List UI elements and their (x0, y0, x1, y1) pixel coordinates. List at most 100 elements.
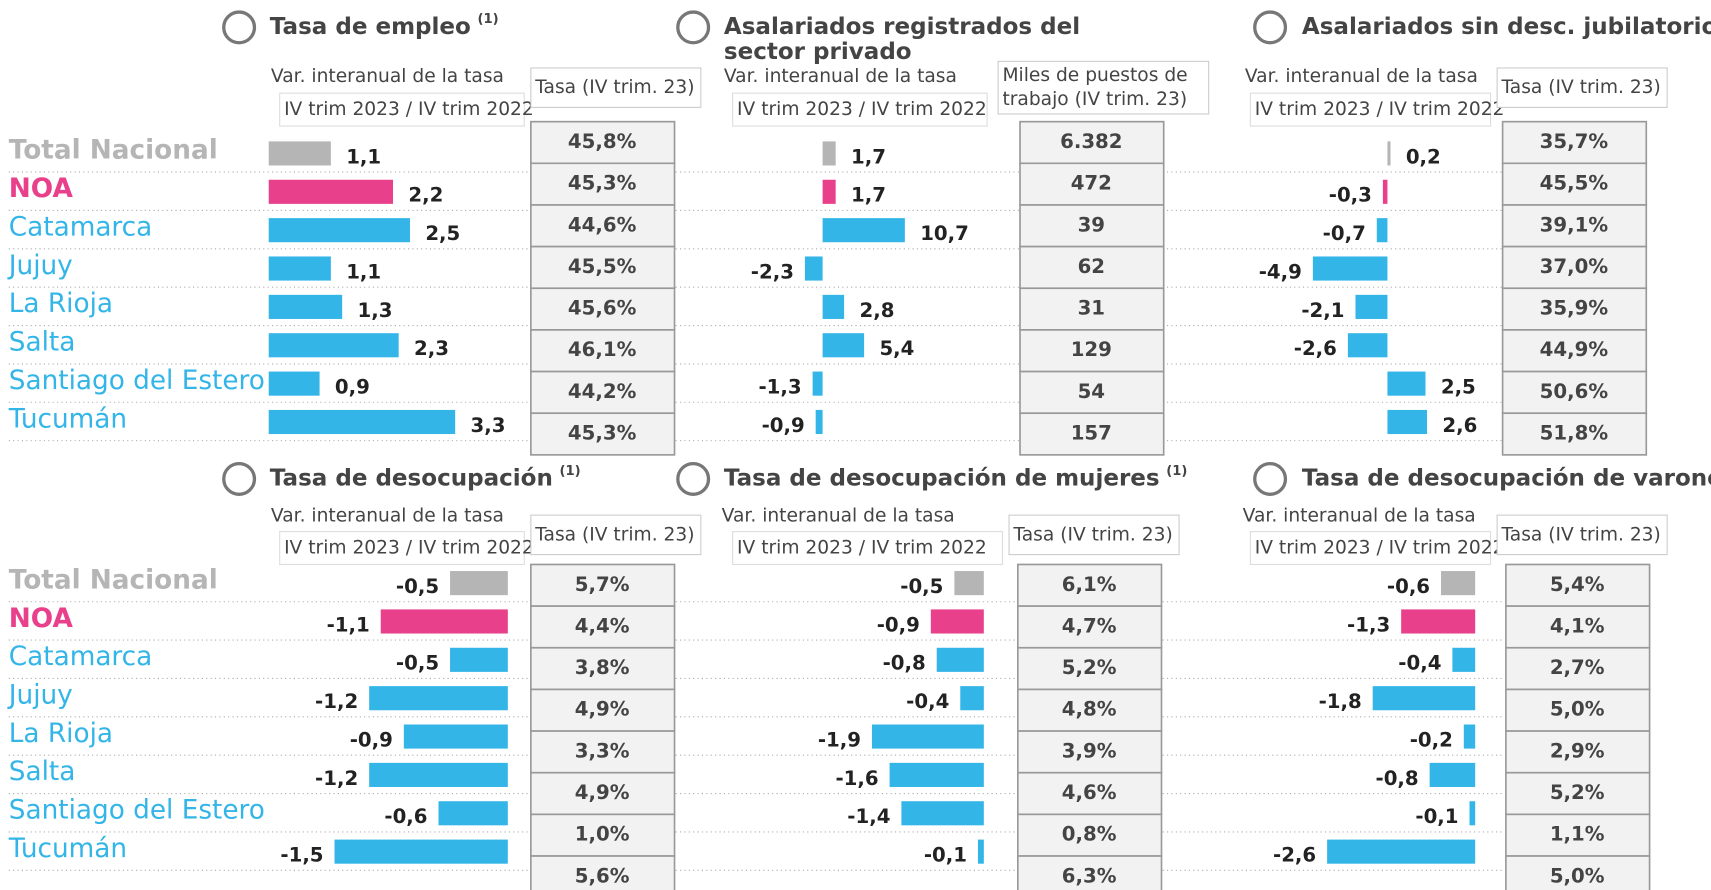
panel-icon (222, 461, 257, 496)
value-label: -0,2 (1410, 728, 1453, 751)
table-header: Tasa (IV trim. 23) (1501, 524, 1661, 545)
title-note: (1) (1166, 464, 1187, 479)
table-header-box (1496, 514, 1668, 556)
table-value: 6,3% (1062, 864, 1117, 887)
table-cell (1505, 855, 1651, 890)
category-label: Catamarca (9, 212, 153, 242)
table-value: 45,8% (568, 130, 637, 153)
table-value: 4,9% (575, 781, 630, 804)
bar (450, 647, 508, 672)
table-cell (1505, 605, 1651, 649)
table-value: 35,9% (1540, 297, 1609, 320)
table-cell (530, 688, 676, 732)
table-value: 5,6% (575, 864, 630, 887)
category-label: Total Nacional (9, 565, 218, 595)
bar (822, 333, 865, 358)
panel-title: Tasa de desocupación (270, 465, 553, 491)
table-cell (530, 855, 676, 890)
value-label: -1,3 (1347, 613, 1390, 636)
table-value: 45,5% (1540, 172, 1609, 195)
value-label: -0,8 (1376, 767, 1419, 790)
value-label: -1,9 (818, 728, 861, 751)
panel-icon (1253, 10, 1288, 45)
bar (268, 141, 331, 166)
value-label: 10,7 (920, 222, 969, 245)
panel-icon (1253, 461, 1288, 496)
table-value: 129 (1071, 338, 1112, 361)
bar (1376, 218, 1388, 243)
table-cell (1019, 245, 1165, 290)
table-value: 157 (1071, 422, 1112, 445)
bar (822, 294, 845, 319)
table-cell (1501, 370, 1648, 415)
table-value: 54 (1078, 380, 1105, 403)
table-cell (1017, 730, 1163, 774)
table-value: 46,1% (568, 338, 637, 361)
table-value: 45,3% (568, 172, 637, 195)
table-header-box (1496, 67, 1668, 108)
table-value: 2,9% (1550, 739, 1605, 762)
period-label: IV trim 2023 / IV trim 2022 (1255, 538, 1505, 559)
table-value: 2,7% (1550, 656, 1605, 679)
table-cell (1501, 162, 1648, 206)
table-value: 50,6% (1540, 380, 1609, 403)
table-cell (1505, 730, 1651, 774)
bar (1387, 371, 1426, 396)
value-label: -1,2 (315, 767, 358, 790)
panel-icon (676, 10, 711, 45)
bar (1327, 839, 1476, 864)
value-label: 1,3 (358, 299, 393, 322)
table-cell (530, 563, 676, 607)
table-header: Tasa (IV trim. 23) (1012, 524, 1172, 545)
value-label: 2,6 (1442, 414, 1477, 437)
value-label: -2,6 (1273, 844, 1316, 867)
bar (334, 839, 508, 864)
bar (1347, 333, 1388, 358)
title-note: (1) (559, 464, 580, 479)
table-value: 45,5% (568, 255, 637, 278)
bar (403, 724, 508, 749)
category-label: La Rioja (9, 719, 113, 749)
table-cell (1501, 412, 1648, 456)
value-label: 2,8 (859, 299, 894, 322)
table-cell (1019, 287, 1165, 331)
bar (804, 256, 823, 281)
bar (871, 724, 984, 749)
value-label: -0,5 (396, 575, 439, 598)
table-cell (530, 730, 676, 774)
value-label: -0,4 (1398, 652, 1441, 675)
period-box (1249, 92, 1492, 127)
value-label: -0,8 (883, 652, 926, 675)
value-label: -0,6 (384, 805, 427, 828)
table-header: Tasa (IV trim. 23) (534, 77, 694, 98)
panel-title: Tasa de desocupación de mujeres (724, 465, 1160, 491)
table-value: 44,2% (568, 380, 637, 403)
table-value: 35,7% (1540, 130, 1609, 153)
value-label: -0,3 (1329, 184, 1372, 207)
table-value: 31 (1078, 297, 1105, 320)
table-value: 5,7% (575, 573, 630, 596)
bar (1441, 571, 1476, 596)
table-value: 5,2% (1550, 781, 1605, 804)
table-header-box (997, 60, 1210, 115)
table-cell (1017, 813, 1163, 857)
value-label: -0,4 (906, 690, 949, 713)
axis-label: Var. interanual de la tasa (724, 66, 957, 87)
value-label: 0,9 (335, 376, 370, 399)
value-label: -0,9 (350, 728, 393, 751)
bar (268, 218, 410, 243)
bar (930, 609, 984, 634)
bar (954, 571, 984, 596)
value-label: -0,1 (1415, 805, 1458, 828)
category-label: La Rioja (9, 289, 113, 319)
category-label: NOA (9, 174, 74, 204)
table-cell (1017, 646, 1163, 691)
table-value: 45,3% (568, 422, 637, 445)
panel-title: Tasa de desocupación de varones (1302, 465, 1711, 491)
axis-label: Var. interanual de la tasa (271, 506, 504, 527)
period-label: IV trim 2023 / IV trim 2022 (1255, 99, 1505, 120)
bar (815, 409, 823, 435)
table-value: 4,1% (1550, 614, 1605, 637)
category-label: Santiago del Estero (9, 366, 265, 396)
value-label: 2,2 (408, 184, 443, 207)
